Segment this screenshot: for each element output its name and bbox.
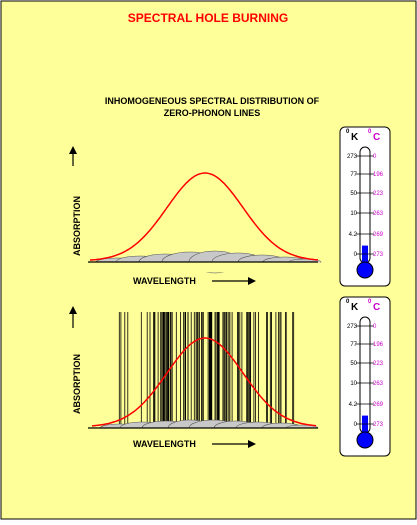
- kelvin-value: 4.2: [349, 232, 358, 238]
- celsius-value: 0: [373, 154, 377, 160]
- degree-k-symbol: 0: [346, 129, 350, 135]
- kelvin-value: 0: [354, 422, 358, 428]
- kelvin-value: 50: [350, 191, 357, 197]
- kelvin-value: 0: [354, 252, 358, 258]
- celsius-value: 223: [373, 361, 384, 367]
- degree-c-symbol: 0: [368, 299, 372, 305]
- celsius-value: 223: [373, 191, 384, 197]
- top-x-axis-label: WAVELENGTH: [133, 276, 196, 286]
- bottom-x-axis-label: WAVELENGTH: [133, 439, 196, 449]
- celsius-unit: C: [373, 132, 380, 143]
- kelvin-value: 77: [350, 172, 357, 178]
- kelvin-value: 10: [350, 211, 357, 217]
- kelvin-value: 10: [350, 381, 357, 387]
- top-y-axis-label: ABSORPTION: [72, 196, 82, 256]
- zero-phonon-lines: [118, 312, 295, 428]
- degree-c-symbol: 0: [368, 129, 372, 135]
- celsius-value: 0: [373, 324, 377, 330]
- kelvin-value: 50: [350, 361, 357, 367]
- kelvin-value: 273: [347, 154, 358, 160]
- slide-title: SPECTRAL HOLE BURNING: [128, 11, 288, 25]
- thermometer-icon: 0 K 0 C 273 0 77 196 50 223 10 263 4.2 269 0 273: [339, 296, 391, 457]
- celsius-value: 263: [373, 211, 384, 217]
- top-gaussian-curve: [89, 172, 319, 261]
- kelvin-value: 4.2: [349, 402, 358, 408]
- thermometer-bulb: [356, 431, 374, 449]
- degree-k-symbol: 0: [346, 299, 350, 305]
- panel-top: ABSORPTION WAVELENGTH: [69, 146, 322, 286]
- band-mask: [85, 428, 321, 439]
- celsius-value: 196: [373, 172, 384, 178]
- thermometer-scale: 273 0 77 196 50 223 10 263 4.2 269 0 273: [347, 146, 384, 279]
- kelvin-unit: K: [351, 302, 359, 313]
- celsius-value: 263: [373, 381, 384, 387]
- subtitle-line-1: INHOMOGENEOUS SPECTRAL DISTRIBUTION OF: [105, 96, 320, 106]
- thermometer-icon: 0 K 0 C 273 0 77 196 50 223 10 263 4.2 269 0 273: [339, 126, 391, 287]
- band-mask: [85, 262, 321, 273]
- celsius-value: 269: [373, 232, 384, 238]
- kelvin-value: 77: [350, 342, 357, 348]
- celsius-value: 196: [373, 342, 384, 348]
- kelvin-value: 273: [347, 324, 358, 330]
- thermometer-scale: 273 0 77 196 50 223 10 263 4.2 269 0 273: [347, 316, 384, 449]
- panel-bottom: ABSORPTION WAVELENGTH: [69, 306, 321, 449]
- bottom-y-axis-label: ABSORPTION: [72, 354, 82, 414]
- celsius-value: 273: [373, 422, 384, 428]
- kelvin-unit: K: [351, 132, 359, 143]
- celsius-value: 269: [373, 402, 384, 408]
- celsius-unit: C: [373, 302, 380, 313]
- subtitle-line-2: ZERO-PHONON LINES: [164, 108, 261, 118]
- celsius-value: 273: [373, 252, 384, 258]
- thermometer-bulb: [356, 261, 374, 279]
- bottom-gaussian-curve: [91, 337, 317, 427]
